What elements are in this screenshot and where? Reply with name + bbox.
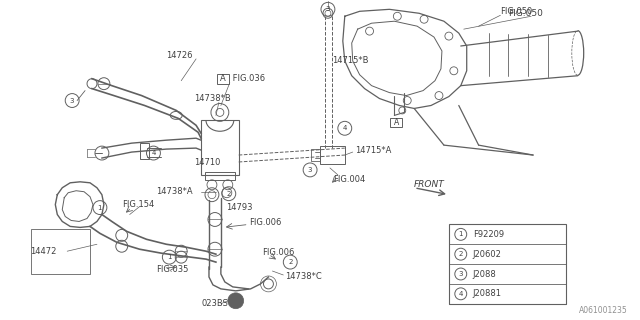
Text: 14738*C: 14738*C: [285, 272, 322, 282]
Text: J20881: J20881: [473, 289, 502, 298]
Text: FIG.006: FIG.006: [248, 218, 281, 227]
Text: FRONT: FRONT: [414, 180, 445, 189]
Text: 2: 2: [227, 191, 231, 197]
Circle shape: [228, 293, 244, 309]
Text: FIG.050: FIG.050: [500, 7, 532, 16]
Text: 4: 4: [151, 150, 156, 156]
Text: 14738*A: 14738*A: [156, 187, 193, 196]
Text: FIG.004: FIG.004: [333, 175, 365, 184]
Text: 14715*A: 14715*A: [355, 146, 391, 155]
Text: 3: 3: [308, 167, 312, 173]
Text: FIG.035: FIG.035: [156, 265, 189, 274]
Text: 14726: 14726: [166, 52, 193, 60]
Text: 3: 3: [326, 6, 330, 12]
Text: FIG.154: FIG.154: [122, 200, 154, 209]
Text: 3: 3: [458, 271, 463, 277]
Text: 1: 1: [98, 204, 102, 211]
Bar: [390, 118, 403, 127]
Bar: [31, 229, 90, 274]
Bar: [449, 224, 566, 304]
Bar: [311, 149, 320, 161]
Text: A: A: [394, 118, 399, 127]
Text: F92209: F92209: [473, 230, 504, 239]
Text: FIG.050: FIG.050: [508, 9, 543, 18]
Text: 14710: 14710: [194, 158, 220, 167]
Text: A061001235: A061001235: [579, 306, 627, 315]
Text: J2088: J2088: [473, 269, 497, 278]
Text: 14738*B: 14738*B: [194, 94, 231, 103]
Bar: [217, 74, 228, 84]
Text: 4: 4: [342, 125, 347, 131]
Text: 14793: 14793: [226, 203, 252, 212]
Bar: [201, 120, 239, 175]
Text: 2: 2: [288, 259, 292, 265]
Bar: [140, 143, 150, 159]
Bar: [320, 146, 345, 164]
Text: 1: 1: [167, 254, 172, 260]
Text: A: A: [220, 74, 226, 83]
Text: 2: 2: [459, 251, 463, 257]
Bar: [205, 172, 235, 180]
Text: FIG.036: FIG.036: [230, 74, 265, 83]
Text: 1: 1: [458, 231, 463, 237]
Text: FIG.006: FIG.006: [262, 248, 295, 257]
Text: 3: 3: [70, 98, 74, 104]
Text: 023BS: 023BS: [201, 299, 228, 308]
Text: 14472: 14472: [31, 247, 57, 256]
Text: 14715*B: 14715*B: [332, 56, 369, 65]
Text: J20602: J20602: [473, 250, 502, 259]
Text: 4: 4: [459, 291, 463, 297]
